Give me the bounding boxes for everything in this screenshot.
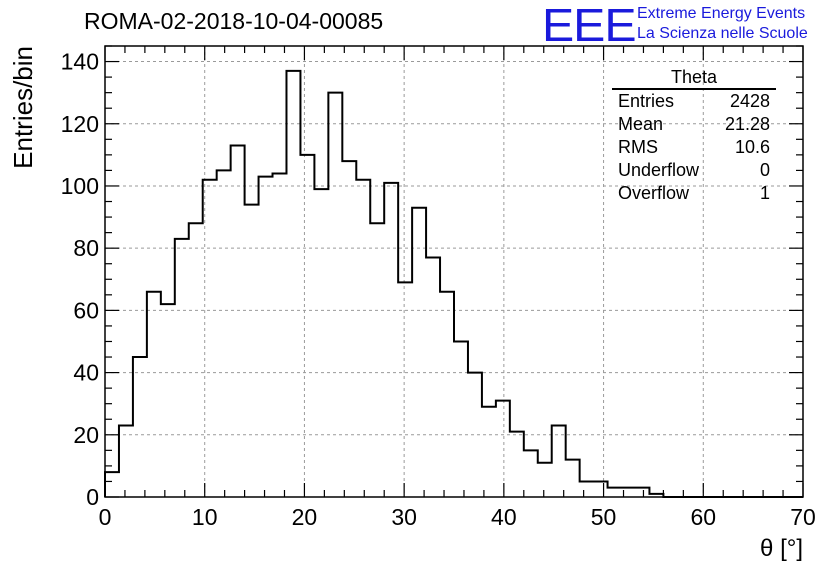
stats-label: Underflow — [618, 160, 700, 180]
histogram-bin — [259, 177, 273, 497]
y-tick-label: 80 — [73, 235, 99, 261]
histogram-bin — [552, 425, 566, 497]
histogram-bin — [538, 463, 552, 497]
stats-value: 0 — [759, 160, 770, 180]
x-tick-label: 40 — [491, 504, 517, 530]
histogram-bin — [482, 407, 496, 497]
x-tick-label: 60 — [690, 504, 716, 530]
histogram-bin — [231, 146, 245, 497]
stats-label: Mean — [618, 114, 664, 134]
stats-box: Theta Entries 2428 Mean 21.28 RMS 10.6 U… — [612, 66, 776, 205]
stats-label: Overflow — [618, 183, 690, 203]
x-axis-label: θ [°] — [760, 535, 803, 562]
stats-value: 1 — [759, 183, 770, 203]
y-tick-label: 140 — [61, 49, 99, 75]
histogram-bin — [412, 208, 426, 497]
stats-value: 2428 — [729, 91, 770, 111]
x-tick-label: 70 — [790, 504, 816, 530]
histogram-bin — [440, 292, 454, 497]
y-tick-label: 20 — [73, 422, 99, 448]
x-tick-label: 50 — [591, 504, 617, 530]
stats-row-overflow: Overflow 1 — [612, 182, 776, 205]
histogram-bin — [426, 258, 440, 497]
histogram-bin — [217, 170, 231, 497]
x-tick-label: 30 — [391, 504, 417, 530]
histogram-bin — [496, 401, 510, 497]
histogram-bin — [189, 223, 203, 497]
stats-row-rms: RMS 10.6 — [612, 136, 776, 159]
y-tick-label: 40 — [73, 360, 99, 386]
histogram-bin — [273, 174, 287, 497]
stats-value: 10.6 — [734, 137, 770, 157]
y-tick-label: 0 — [86, 484, 99, 510]
histogram-bin — [356, 180, 370, 497]
histogram-bin — [580, 481, 594, 497]
histogram-bin — [105, 472, 119, 497]
histogram-bin — [147, 292, 161, 497]
histogram-bin — [342, 161, 356, 497]
stats-label: Entries — [618, 91, 675, 111]
histogram-bin — [161, 304, 175, 497]
logo-line-1: Extreme Energy Events — [637, 5, 806, 22]
chart-title: ROMA-02-2018-10-04-00085 — [84, 8, 384, 34]
histogram-bin — [203, 180, 217, 497]
x-tick-label: 20 — [292, 504, 318, 530]
histogram-bin — [175, 239, 189, 497]
y-tick-label: 60 — [73, 297, 99, 323]
histogram-bin — [566, 460, 580, 497]
eee-logo-mark: EEE — [542, 0, 637, 51]
histogram-bin — [468, 373, 482, 497]
histogram-bin — [119, 425, 133, 497]
stats-label: RMS — [618, 137, 658, 157]
histogram-bin — [314, 189, 328, 497]
stats-row-underflow: Underflow 0 — [612, 159, 776, 182]
histogram-steps — [104, 69, 803, 498]
histogram-bin — [384, 183, 398, 497]
plot-frame — [104, 45, 804, 498]
x-tick-label: 10 — [192, 504, 218, 530]
stats-value: 21.28 — [724, 114, 770, 134]
histogram-bin — [370, 223, 384, 497]
eee-logo-text: Extreme Energy Events La Scienza nelle S… — [637, 4, 808, 44]
histogram-bin — [245, 205, 259, 497]
y-tick-label: 120 — [61, 111, 99, 137]
stats-row-mean: Mean 21.28 — [612, 113, 776, 136]
x-tick-label: 0 — [99, 504, 112, 530]
histogram-bin — [635, 488, 649, 497]
stats-title: Theta — [612, 66, 776, 90]
histogram-bin — [454, 341, 468, 497]
histogram-bin — [133, 357, 147, 497]
histogram-bin — [328, 93, 342, 497]
logo-line-2: La Scienza nelle Scuole — [637, 25, 808, 42]
y-axis-label: Entries/bin — [8, 46, 38, 169]
y-tick-label: 100 — [61, 173, 99, 199]
histogram-bin — [594, 481, 608, 497]
histogram-bin — [398, 282, 412, 497]
histogram-bin — [524, 450, 538, 497]
stats-row-entries: Entries 2428 — [612, 90, 776, 113]
histogram-bin — [300, 155, 314, 497]
histogram-bin — [608, 488, 622, 497]
histogram-bin — [510, 432, 524, 497]
histogram-bin — [286, 71, 300, 497]
